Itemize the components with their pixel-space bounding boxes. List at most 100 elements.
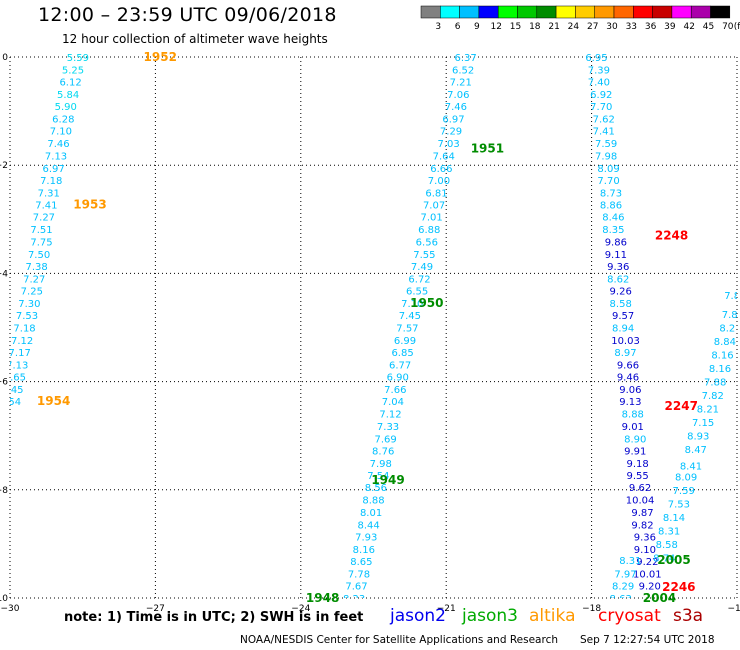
legend-label-9: 9 [474, 22, 480, 32]
wave-height-value: 9.57 [612, 311, 634, 322]
wave-height-value: 5.84 [57, 90, 79, 101]
wave-height-value: 9.62 [629, 483, 651, 494]
pass-time-label: 1949 [371, 473, 404, 487]
wave-height-value: 9.86 [605, 237, 627, 248]
wave-height-value: 8.58 [610, 299, 632, 310]
wave-height-value: 7.27 [33, 213, 55, 224]
wave-height-value: 8.93 [687, 432, 709, 443]
wave-height-value: 8.97 [614, 348, 636, 359]
wave-height-value: 7.53 [16, 311, 38, 322]
x-tick-label: −15 [728, 604, 740, 614]
x-tick-label: −18 [582, 604, 601, 614]
wave-height-value: 6.72 [408, 274, 430, 285]
pass-time-label: 2246 [662, 580, 695, 594]
wave-height-value: 9.22 [636, 557, 658, 568]
wave-height-value: 8.86 [600, 201, 622, 212]
pass-time-label: 1954 [37, 394, 70, 408]
wave-height-value: 9.55 [627, 471, 649, 482]
wave-height-value: 8.09 [675, 472, 697, 483]
legend-label-42: 42 [683, 22, 694, 32]
wave-height-value: 7.57 [396, 324, 418, 335]
wave-height-value: 7.31 [38, 188, 60, 199]
wave-height-value: 5.59 [67, 53, 89, 64]
page-title: 12:00 – 23:59 UTC 09/06/2018 [38, 4, 337, 26]
wave-height-value: 6.66 [430, 164, 452, 175]
wave-height-value: 9.26 [610, 287, 632, 298]
page-subtitle: 12 hour collection of altimeter wave hei… [62, 32, 328, 46]
wave-height-value: 9.46 [617, 373, 639, 384]
legend-label-27: 27 [587, 22, 598, 32]
wave-height-value: 9.13 [619, 397, 641, 408]
x-tick-label: −24 [291, 604, 310, 614]
wave-height-value: 8.21 [697, 405, 719, 416]
wave-height-value: 9.11 [605, 250, 627, 261]
legend-label-15: 15 [510, 22, 521, 32]
wave-height-value: 7.17 [9, 348, 31, 359]
pass-time-label: 1948 [306, 591, 339, 605]
y-tick-label: −8 [0, 486, 8, 496]
wave-height-value: 7.97 [614, 570, 636, 581]
wave-height-value: 7.8 [724, 291, 740, 302]
pass-time-label: 2247 [665, 399, 698, 413]
x-tick-label: −27 [146, 604, 165, 614]
wave-height-value: 7.78 [348, 570, 370, 581]
wave-height-value: 9.10 [634, 545, 656, 556]
wave-height-value: 6.56 [416, 237, 438, 248]
legend-label-12: 12 [490, 22, 501, 32]
wave-height-value: 8.44 [358, 520, 380, 531]
wave-height-value: 7.66 [384, 385, 406, 396]
wave-height-value: 10.04 [626, 496, 655, 507]
legend-label-33: 33 [626, 22, 637, 32]
wave-height-value: 8.74 [653, 553, 675, 564]
wave-height-value: 6.81 [425, 188, 447, 199]
wave-height-value: 7.40 [588, 77, 610, 88]
satellite-label-jason2: jason2 [390, 606, 446, 626]
wave-height-value: 7.10 [50, 127, 72, 138]
legend-label-3: 3 [435, 22, 441, 32]
wave-height-value: 6.55 [406, 287, 428, 298]
satellite-label-cryosat: cryosat [598, 606, 661, 626]
wave-height-value: 7.13 [45, 151, 67, 162]
wave-height-value: 7.46 [445, 102, 467, 113]
pass-time-label: 2004 [643, 591, 676, 605]
wave-height-value: 7.41 [35, 201, 57, 212]
wave-height-value: 7.13 [6, 360, 28, 371]
wave-height-value: 7.64 [433, 151, 455, 162]
wave-height-value: 9.36 [607, 262, 629, 273]
legend-label-18: 18 [529, 22, 541, 32]
wave-height-value: 8.29 [612, 582, 634, 593]
legend-label-24: 24 [568, 22, 580, 32]
wave-height-value: 7.15 [692, 418, 714, 429]
wave-height-value: 7.12 [379, 410, 401, 421]
wave-height-value: 8.58 [656, 540, 678, 551]
wave-height-value: 6.92 [590, 90, 612, 101]
wave-height-value: 7.00 [428, 176, 450, 187]
wave-height-value: 7.04 [382, 397, 404, 408]
wave-height-value: 7.98 [595, 151, 617, 162]
wave-height-value: 7.07 [423, 201, 445, 212]
wave-height-value: 8.56 [365, 483, 387, 494]
wave-height-value: 8.76 [372, 446, 394, 457]
wave-height-value: 8.16 [353, 545, 375, 556]
wave-height-value: 6.52 [452, 65, 474, 76]
wave-height-value: 7.82 [702, 391, 724, 402]
wave-height-value: 6.90 [387, 373, 409, 384]
satellite-label-jason3: jason3 [462, 606, 518, 626]
wave-height-value: 6.37 [454, 53, 476, 64]
wave-height-value: 9.18 [627, 459, 649, 470]
y-tick-label: −2 [0, 161, 8, 171]
wave-height-value: 7.01 [421, 213, 443, 224]
wave-height-value: 8.94 [612, 324, 634, 335]
wave-height-value: 9.06 [619, 385, 641, 396]
wave-height-value: 7.46 [47, 139, 69, 150]
wave-height-value: 8.73 [600, 188, 622, 199]
wave-height-value: 7.49 [411, 262, 433, 273]
wave-height-value: 7.70 [590, 102, 612, 113]
wave-height-value: 7.41 [593, 127, 615, 138]
y-tick-label: −6 [0, 378, 8, 388]
wave-height-value: 5.90 [55, 102, 77, 113]
y-tick-label: 0 [2, 53, 8, 63]
wave-height-value: 8.09 [597, 164, 619, 175]
